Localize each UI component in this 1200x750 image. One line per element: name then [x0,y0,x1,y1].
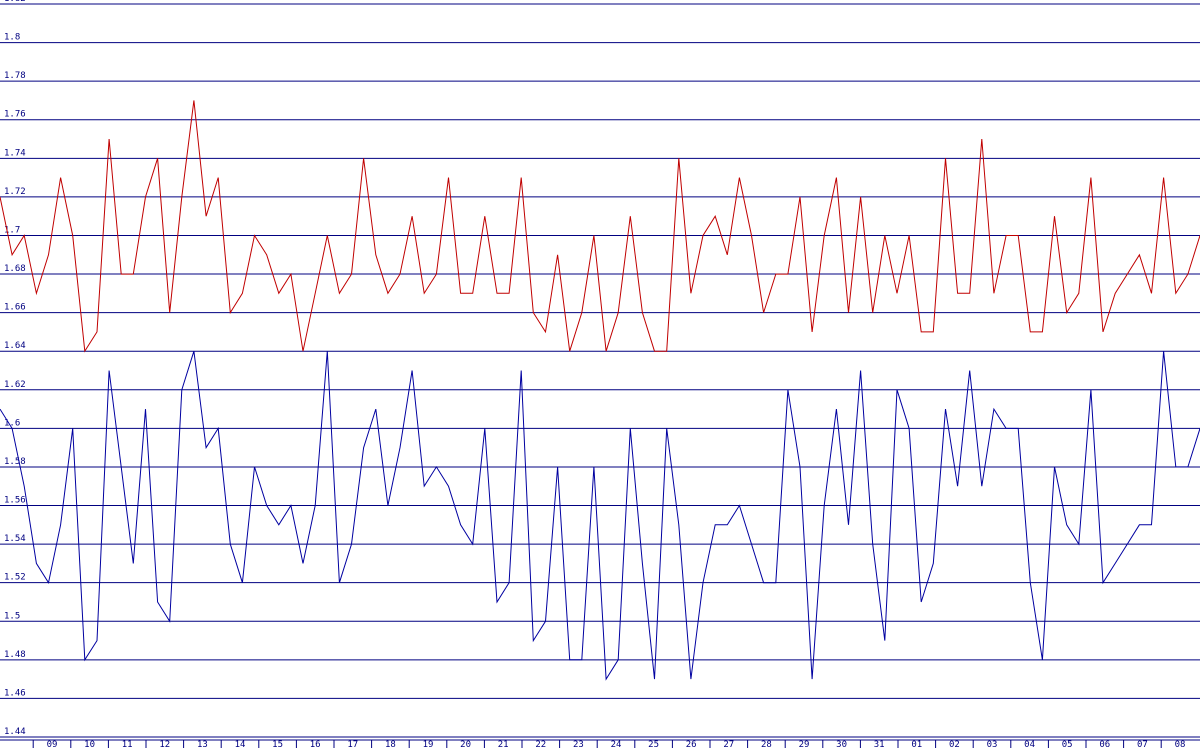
x-tick-label: 16 [310,740,321,750]
x-tick-label: 05 [1062,740,1073,750]
x-tick-label: 30 [836,740,847,750]
y-tick-label: 1.82 [4,0,26,4]
y-tick-label: 1.52 [4,573,26,583]
x-tick-label: 27 [723,740,734,750]
x-tick-label: 13 [197,740,208,750]
x-tick-label: 07 [1137,740,1148,750]
data-line [0,100,1200,353]
x-tick-label: 01 [911,740,922,750]
y-tick-label: 1.48 [4,650,26,660]
x-tick-label: 08 [1175,740,1186,750]
x-tick-label: 02 [949,740,960,750]
y-tick-label: 1.66 [4,303,26,313]
y-tick-label: 1.5 [4,611,20,621]
x-tick-label: 18 [385,740,396,750]
x-tick-label: 21 [498,740,509,750]
x-tick-label: 06 [1099,740,1110,750]
x-tick-label: 09 [47,740,58,750]
x-tick-label: 24 [611,740,622,750]
x-tick-label: 15 [272,740,283,750]
x-tick-label: 17 [347,740,358,750]
y-tick-label: 1.62 [4,380,26,390]
x-tick-label: 22 [535,740,546,750]
x-tick-label: 25 [648,740,659,750]
y-tick-label: 1.78 [4,71,26,81]
y-tick-label: 1.7 [4,225,20,235]
y-tick-label: 1.6 [4,418,20,428]
y-tick-label: 1.56 [4,496,26,506]
x-tick-label: 23 [573,740,584,750]
y-tick-label: 1.8 [4,33,20,43]
x-tick-label: 26 [686,740,697,750]
y-tick-label: 1.64 [4,341,26,351]
y-tick-label: 1.58 [4,457,26,467]
x-tick-label: 28 [761,740,772,750]
y-tick-label: 1.72 [4,187,26,197]
y-tick-label: 1.44 [4,727,26,737]
x-tick-label: 19 [423,740,434,750]
y-tick-label: 1.76 [4,110,26,120]
x-tick-label: 31 [874,740,885,750]
data-line [0,351,1200,681]
y-tick-label: 1.68 [4,264,26,274]
x-tick-label: 11 [122,740,133,750]
x-tick-label: 20 [460,740,471,750]
y-tick-label: 1.74 [4,148,26,158]
x-tick-label: 03 [987,740,998,750]
y-tick-label: 1.54 [4,534,26,544]
x-tick-label: 04 [1024,740,1035,750]
x-tick-label: 29 [799,740,810,750]
y-tick-label: 1.46 [4,688,26,698]
x-tick-label: 14 [235,740,246,750]
x-tick-label: 10 [84,740,95,750]
x-tick-label: 12 [159,740,170,750]
